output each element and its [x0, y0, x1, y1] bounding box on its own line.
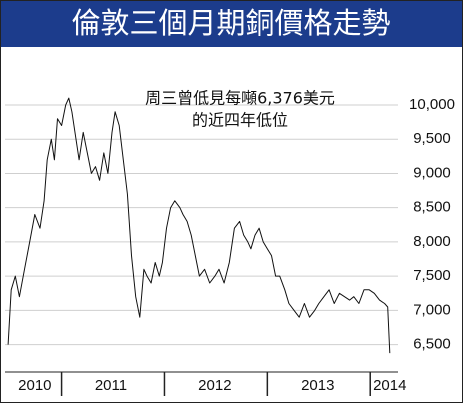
x-tick-label: 2013 [301, 377, 334, 394]
y-tick-label: 9,500 [413, 130, 451, 147]
y-tick-label: 8,000 [413, 233, 451, 250]
y-tick-label: 10,000 [409, 96, 455, 113]
x-tick-label: 2011 [95, 377, 127, 394]
y-tick-label: 7,500 [413, 267, 451, 284]
annotation: 的近四年低位 [192, 111, 288, 130]
x-tick-label: 2014 [373, 377, 406, 394]
y-tick-label: 8,500 [413, 199, 451, 216]
y-tick-label: 7,000 [413, 301, 451, 318]
x-tick-label: 2010 [18, 377, 51, 394]
y-tick-label: 9,000 [413, 164, 451, 181]
y-tick-label: 6,500 [413, 336, 451, 353]
title-bar [1, 1, 462, 47]
price-line [7, 97, 391, 354]
chart-title: 倫敦三個月期銅價格走勢 [71, 6, 390, 40]
annotation: 周三曾低見每噸6,376美元 [145, 89, 335, 108]
x-tick-label: 2012 [198, 377, 231, 394]
